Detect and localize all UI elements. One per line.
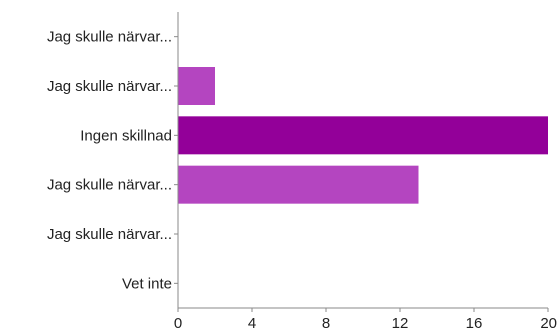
x-axis-ticks: 0 4 8 12 16 20 [174,308,557,331]
x-tick-label: 20 [540,315,557,331]
category-label: Jag skulle närvar... [47,78,172,95]
bar[interactable] [178,67,215,105]
category-label: Jag skulle närvar... [47,177,172,194]
x-tick-label: 4 [248,315,256,331]
bar[interactable] [178,165,419,204]
category-label: Jag skulle närvar... [47,226,172,243]
bar[interactable] [178,116,548,155]
x-tick-label: 12 [392,315,409,331]
x-tick-label: 16 [466,315,483,331]
x-tick-label: 0 [174,315,182,331]
category-label: Jag skulle närvar... [47,29,172,46]
category-label: Vet inte [122,275,172,292]
x-tick-label: 8 [322,315,330,331]
bars-group [178,67,548,204]
category-label: Ingen skillnad [80,127,172,144]
category-labels: Jag skulle närvar... Jag skulle närvar...… [47,29,178,292]
